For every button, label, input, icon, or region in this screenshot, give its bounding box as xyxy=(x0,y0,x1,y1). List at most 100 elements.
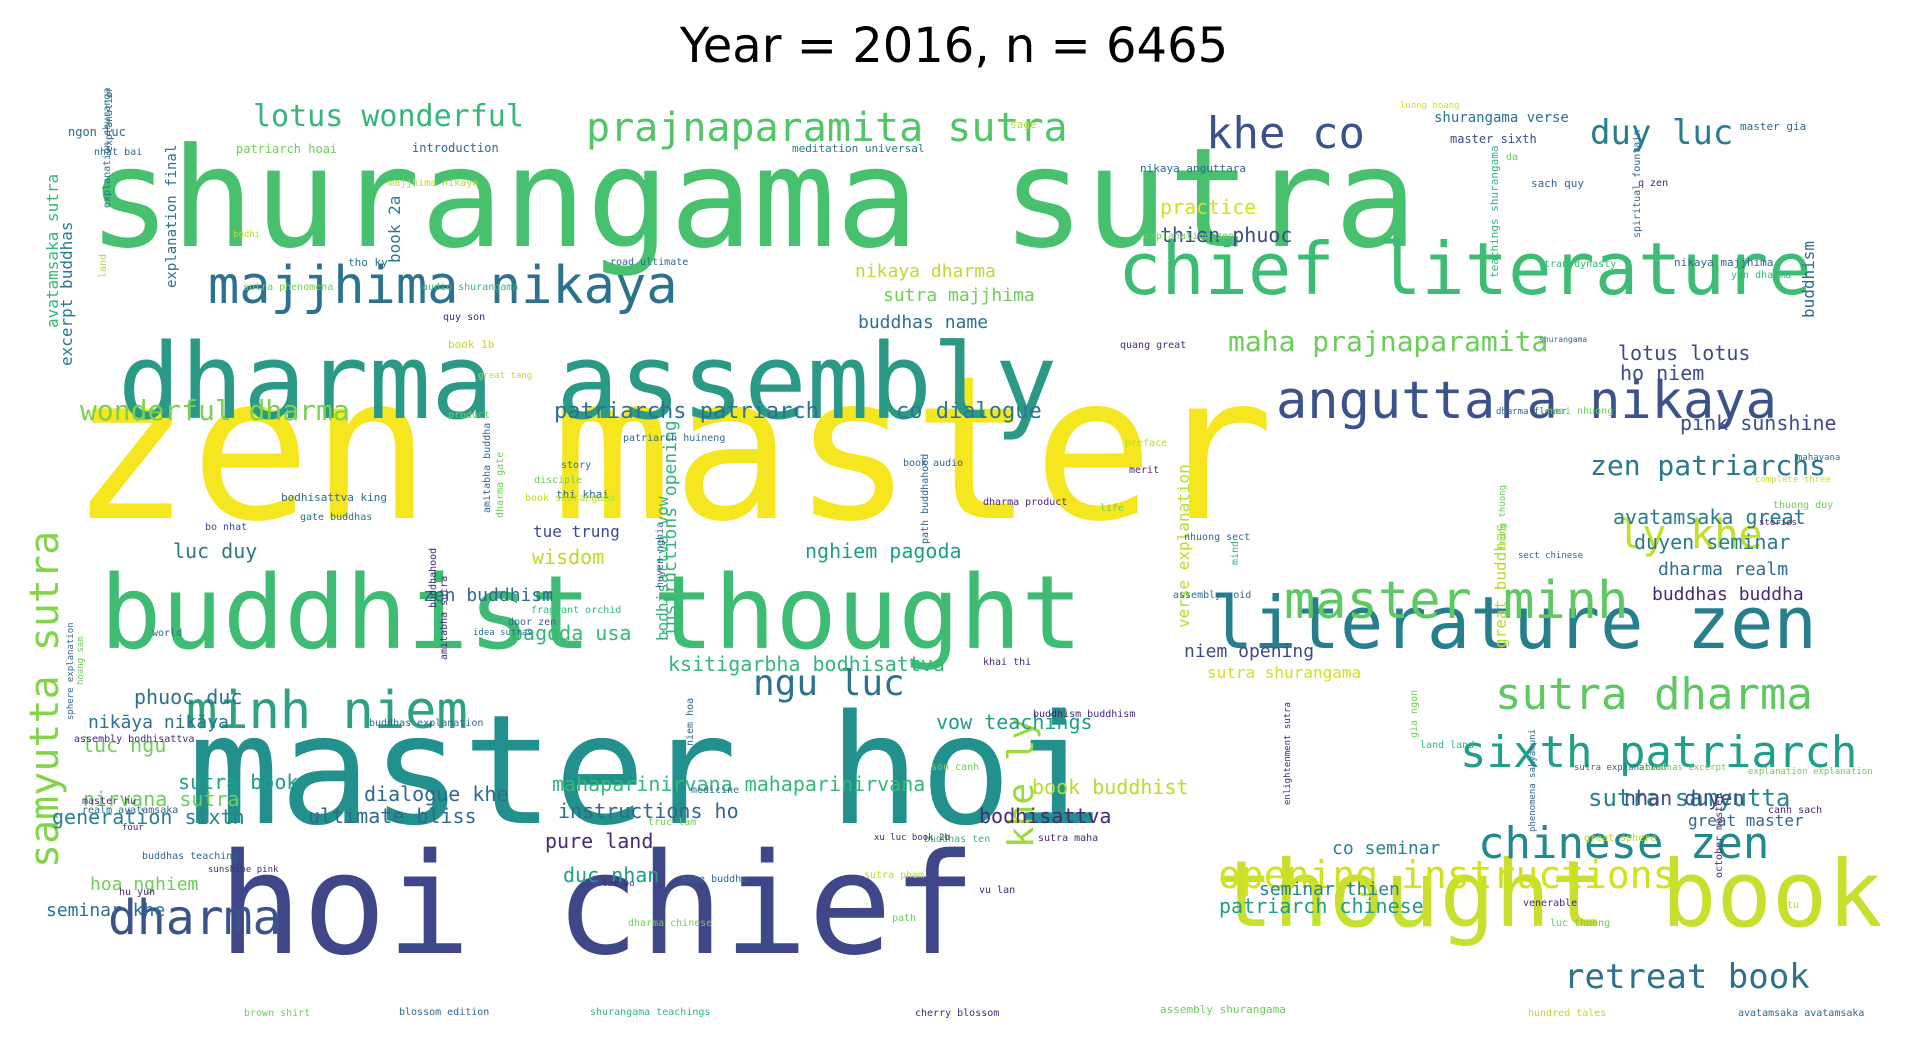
word-180: hundred tales xyxy=(1528,1008,1606,1018)
word-189: dharma gate xyxy=(495,452,506,518)
word-118: story xyxy=(561,460,591,471)
word-163: buddhas teaching xyxy=(142,851,238,862)
word-16: sixth patriarch xyxy=(1460,727,1857,778)
word-96: majjhima nikaya xyxy=(388,178,478,189)
word-152: buddhas excerpt xyxy=(1645,763,1726,773)
word-182: october master xyxy=(1714,794,1725,878)
word-173: venerable xyxy=(1523,898,1577,909)
word-144: buddhas explanation xyxy=(369,718,483,729)
word-119: thi khai xyxy=(556,488,609,501)
word-54: phuoc duc xyxy=(134,685,242,709)
word-141: khai thi xyxy=(983,657,1031,668)
word-10: anguttara nikaya xyxy=(1276,371,1777,431)
word-62: nhan duyen xyxy=(1624,786,1744,810)
word-71: duc nhan xyxy=(563,863,659,887)
word-158: canh sach xyxy=(1768,805,1822,816)
word-38: patriarchs patriarch xyxy=(554,399,819,424)
word-51: zen buddhism xyxy=(423,585,553,606)
word-85: shurangama verse xyxy=(1434,110,1569,126)
word-cloud: zen master shurangama sutra master hoi hoi … xyxy=(28,88,1880,1018)
word-123: book audio xyxy=(903,458,963,469)
word-179: assembly shurangama xyxy=(1160,1003,1286,1016)
word-50: nghiem pagoda xyxy=(805,539,962,563)
word-35: duyen seminar xyxy=(1634,530,1791,554)
word-76: verse explanation xyxy=(1174,464,1193,628)
word-116: hoai nhuong xyxy=(1547,406,1613,417)
word-82: avatamsaka sutra xyxy=(43,174,62,328)
word-25: duy luc xyxy=(1590,113,1733,153)
word-198: sphere explanation xyxy=(66,622,76,720)
word-74: patriarch chinese xyxy=(1219,894,1424,918)
word-56: luc ngu xyxy=(82,733,166,757)
word-67: bodhisattva xyxy=(979,804,1111,828)
word-113: spiritual fountain xyxy=(1632,130,1643,238)
word-3: hoi chief xyxy=(218,824,977,987)
word-47: wisdom xyxy=(532,545,604,569)
word-22: ngu luc xyxy=(753,663,905,704)
word-149: gia ngon xyxy=(1409,690,1420,738)
word-114: yun dharma xyxy=(1731,270,1791,281)
word-162: great sphere xyxy=(1584,833,1656,844)
word-78: niem opening xyxy=(1184,641,1314,662)
word-4: dharma assembly xyxy=(118,321,1057,443)
word-69: co seminar xyxy=(1332,838,1441,859)
word-66: instructions ho xyxy=(558,799,739,823)
word-18: opening instructions xyxy=(1218,853,1676,897)
word-126: complete three xyxy=(1755,475,1831,485)
word-65: ultimate bliss xyxy=(308,804,477,828)
word-191: amitabha sutra xyxy=(439,576,450,660)
word-80: book 2a xyxy=(385,196,404,263)
word-185: explanation shurangama xyxy=(102,88,113,208)
word-111: tran dynasty xyxy=(1544,259,1616,270)
word-43: sutra majjhima xyxy=(883,285,1035,306)
word-5: buddhist thought xyxy=(100,554,1083,673)
word-195: trung thuong xyxy=(1498,485,1508,550)
word-0: zen master xyxy=(70,333,1274,566)
word-34: avatamsaka great xyxy=(1613,505,1806,529)
word-133: stories xyxy=(1759,518,1797,528)
word-138: hoang sam xyxy=(76,636,86,685)
word-84: buddhism xyxy=(1799,241,1818,318)
word-29: zen patriarchs xyxy=(1590,449,1826,482)
word-102: tho ky xyxy=(348,256,388,269)
word-55: nikāya nikāya xyxy=(88,712,229,733)
word-88: ngon luc xyxy=(68,125,126,139)
word-30: sutra samyutta xyxy=(1588,784,1790,812)
word-12: prajnaparamita sutra xyxy=(586,105,1068,151)
word-193: path buddhahood xyxy=(920,454,931,544)
word-1: shurangama sutra xyxy=(88,118,1417,279)
word-7: chief literature xyxy=(1118,227,1812,311)
word-131: nhuong sect xyxy=(1184,532,1250,543)
word-135: door zen xyxy=(508,617,556,628)
word-24: retreat book xyxy=(1564,957,1810,997)
word-31: lotus lotus xyxy=(1618,341,1750,365)
word-130: life xyxy=(1100,503,1124,514)
word-129: dharma product xyxy=(983,497,1067,508)
word-171: dharma chinese xyxy=(628,918,712,929)
word-172: tu xyxy=(1787,900,1799,911)
word-186: explanation xyxy=(104,88,115,152)
word-122: merit xyxy=(1129,465,1159,476)
word-26: lotus wonderful xyxy=(253,99,524,134)
word-112: nikaya majjhima xyxy=(1674,256,1773,269)
word-132: thuong duy xyxy=(1773,500,1833,511)
word-57: vow teachings xyxy=(936,710,1093,734)
word-147: medicine xyxy=(691,785,739,796)
word-45: instructions opening xyxy=(660,420,681,637)
word-184: land xyxy=(98,254,109,278)
word-140: world xyxy=(152,628,182,639)
word-48: tue trung xyxy=(533,522,620,541)
word-183: bodhi xyxy=(233,230,260,240)
word-169: path xyxy=(892,913,916,924)
word-136: assembly void xyxy=(1173,590,1251,601)
word-110: quang great xyxy=(1120,340,1186,351)
word-95: nikaya anguttara xyxy=(1140,162,1246,175)
word-68: great master xyxy=(1688,811,1804,830)
word-98: sach quy xyxy=(1531,177,1584,190)
word-175: brown shirt xyxy=(244,1008,310,1018)
word-177: shurangama teachings xyxy=(590,1007,710,1018)
word-117: patriarch huineng xyxy=(623,433,725,444)
word-90: patriarch hoai xyxy=(236,142,337,156)
word-6: thought book xyxy=(1218,841,1880,948)
word-81: explanation final xyxy=(164,145,180,288)
